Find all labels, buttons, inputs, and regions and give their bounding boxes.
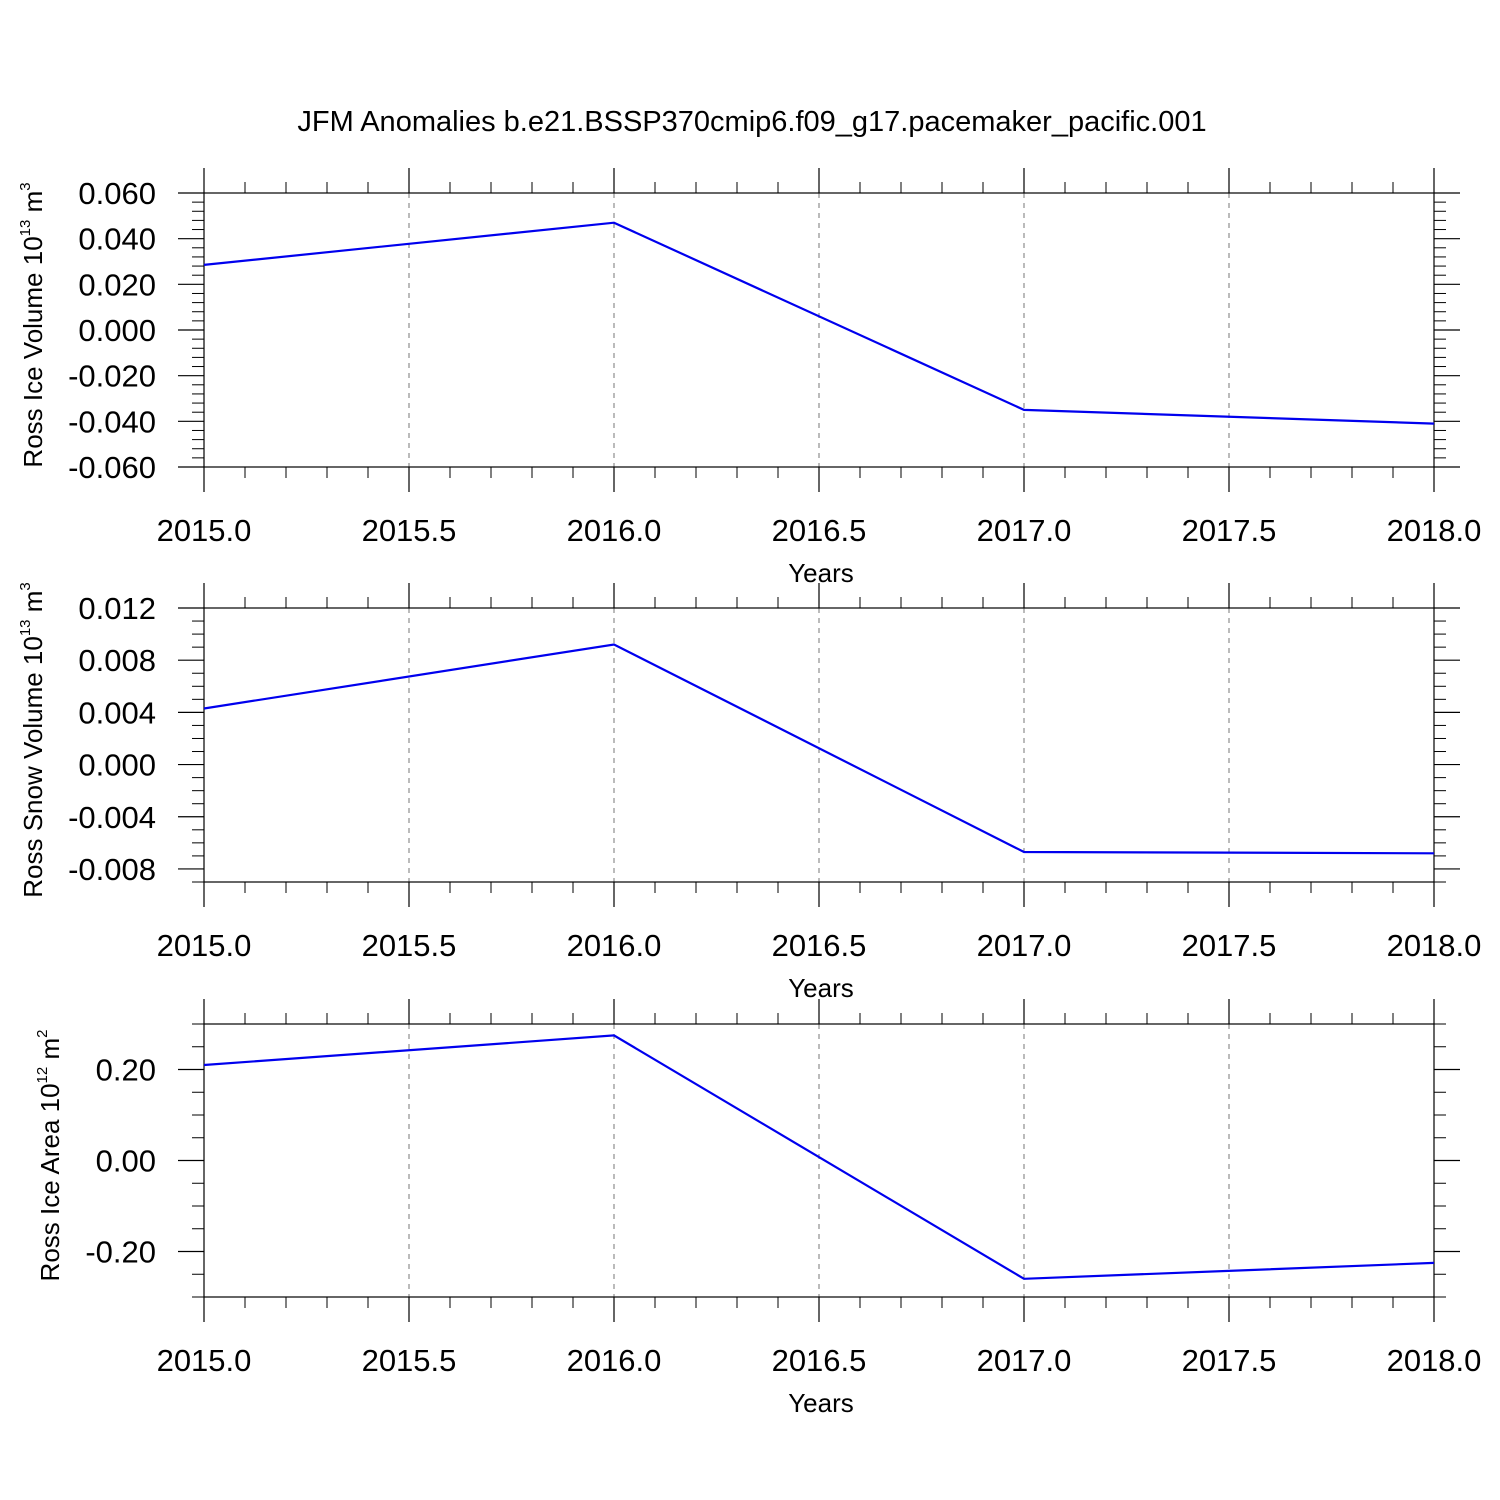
x-tick-label: 2016.5 — [772, 1343, 867, 1378]
y-tick-label: 0.00 — [96, 1144, 156, 1179]
x-tick-label: 2015.0 — [157, 513, 252, 548]
series-line — [203, 643, 1435, 855]
y-tick-label: -0.004 — [68, 800, 156, 835]
figure-title: JFM Anomalies b.e21.BSSP370cmip6.f09_g17… — [297, 106, 1206, 138]
chart-panel-3: 2015.0 2015.5 2016.0 2016.5 2017.0 2017.5 2018… — [34, 999, 1481, 1418]
y-tick-label: -0.020 — [68, 359, 156, 394]
x-tick-label: 2018.0 — [1387, 513, 1482, 548]
series-line — [203, 1034, 1435, 1280]
x-tick-label: 2017.0 — [977, 513, 1072, 548]
chart-panel-1: 2015.0 2015.5 2016.0 2016.5 2017.0 2017.5 2018… — [17, 168, 1481, 588]
y-tick-label: -0.20 — [85, 1235, 156, 1270]
y-tick-label: -0.060 — [68, 450, 156, 485]
y-tick-label: 0.008 — [78, 643, 156, 678]
y-tick-label: -0.040 — [68, 404, 156, 439]
x-tick-label: 2017.5 — [1182, 513, 1277, 548]
x-tick-label: 2017.0 — [977, 1343, 1072, 1378]
y-axis-label: Ross Snow Volume 1013 m3 — [17, 582, 48, 898]
x-axis-label: Years — [788, 1388, 854, 1418]
y-tick-label: 0.000 — [78, 313, 156, 348]
series-line — [203, 221, 1435, 425]
y-tick-label: 0.000 — [78, 748, 156, 783]
y-tick-label: 0.20 — [96, 1053, 156, 1088]
y-tick-label: 0.012 — [78, 591, 156, 626]
x-axis-label: Years — [788, 973, 854, 1003]
y-tick-label: -0.008 — [68, 852, 156, 887]
x-tick-label: 2017.0 — [977, 928, 1072, 963]
x-tick-label: 2016.0 — [567, 513, 662, 548]
x-tick-label: 2018.0 — [1387, 1343, 1482, 1378]
plot-stack: 2015.0 2015.5 2016.0 2016.5 2017.0 2017.5 2018… — [17, 168, 1481, 1418]
x-tick-label: 2016.5 — [772, 928, 867, 963]
x-tick-label: 2016.0 — [567, 1343, 662, 1378]
x-tick-label: 2015.0 — [157, 1343, 252, 1378]
y-tick-label: 0.020 — [78, 267, 156, 302]
y-axis-label: Ross Ice Area 1012 m2 — [34, 1030, 65, 1282]
x-tick-label: 2017.5 — [1182, 1343, 1277, 1378]
x-tick-label: 2015.5 — [362, 928, 457, 963]
x-tick-label: 2016.0 — [567, 928, 662, 963]
y-tick-label: 0.060 — [78, 176, 156, 211]
chart-panel-2: 2015.0 2015.5 2016.0 2016.5 2017.0 2017.5 2018… — [17, 582, 1481, 1003]
x-axis-label: Years — [788, 558, 854, 588]
y-axis-label: Ross Ice Volume 1013 m3 — [17, 182, 48, 467]
x-tick-label: 2016.5 — [772, 513, 867, 548]
x-tick-label: 2015.5 — [362, 513, 457, 548]
x-tick-label: 2017.5 — [1182, 928, 1277, 963]
y-tick-label: 0.004 — [78, 695, 156, 730]
x-tick-label: 2018.0 — [1387, 928, 1482, 963]
y-tick-label: 0.040 — [78, 222, 156, 257]
x-tick-label: 2015.0 — [157, 928, 252, 963]
x-tick-label: 2015.5 — [362, 1343, 457, 1378]
